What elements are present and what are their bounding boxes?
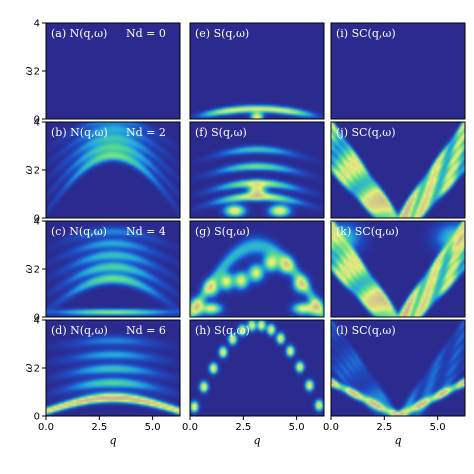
heatmap-panel xyxy=(46,122,180,218)
heatmap-panel xyxy=(46,221,180,317)
x-tick-label: 2.5 xyxy=(235,422,251,433)
heatmap-panel xyxy=(331,221,465,317)
x-tick-label: 5.0 xyxy=(145,422,161,433)
x-axis-label: q xyxy=(109,434,116,447)
panel-frame xyxy=(189,319,325,417)
heatmap-panel xyxy=(190,320,324,416)
y-axis-label: ω xyxy=(22,363,35,372)
panel-label: (d) N(q,ω) xyxy=(51,324,108,337)
y-tick-label: 4 xyxy=(34,19,40,30)
x-tick-label: 0.0 xyxy=(182,422,198,433)
x-tick-label: 0.0 xyxy=(323,422,339,433)
panel-note: Nd = 2 xyxy=(126,126,166,139)
heatmap-panel xyxy=(190,122,324,218)
panel-label: (g) S(q,ω) xyxy=(195,225,250,238)
y-tick-label: 4 xyxy=(34,118,40,129)
x-axis-label: q xyxy=(394,434,401,447)
y-tick-label: 2 xyxy=(34,265,40,276)
panel-label: (j) SC(q,ω) xyxy=(336,126,396,139)
panel-label: (f) S(q,ω) xyxy=(195,126,247,139)
panel-frame xyxy=(330,22,466,120)
y-tick-label: 2 xyxy=(34,166,40,177)
panel-label: (c) N(q,ω) xyxy=(51,225,107,238)
y-axis-label: ω xyxy=(22,165,35,174)
panel-note: Nd = 0 xyxy=(126,27,166,40)
heatmap-panel xyxy=(331,23,465,119)
y-tick-label: 0 xyxy=(34,214,40,225)
panel-label: (e) S(q,ω) xyxy=(195,27,249,40)
heatmap-panel xyxy=(190,23,324,119)
panel-label: (k) SC(q,ω) xyxy=(336,225,399,238)
y-tick-label: 2 xyxy=(34,364,40,375)
heatmap-panel xyxy=(46,320,180,416)
panel-note: Nd = 6 xyxy=(126,324,166,337)
axes-layer: 0 2 4 ω 0 2 4 ω 0 2 4 ω 0 2 4 ω 0.0 2.5 5.0 q 0.0 2.5 5.0 q 0.0 2… xyxy=(22,19,446,448)
y-tick-label: 0 xyxy=(34,115,40,126)
panel-note: Nd = 4 xyxy=(126,225,166,238)
x-tick-label: 2.5 xyxy=(91,422,107,433)
panel-frame xyxy=(189,220,325,318)
x-tick-label: 5.0 xyxy=(289,422,305,433)
x-axis-label: q xyxy=(253,434,260,447)
panel-label: (i) SC(q,ω) xyxy=(336,27,396,40)
panel-grid: (a) N(q,ω) Nd = 0 (e) S(q,ω) (i) SC(q,ω) (b)… xyxy=(45,22,466,417)
panel-frame xyxy=(330,220,466,318)
panel-label: (l) SC(q,ω) xyxy=(336,324,396,337)
y-tick-label: 2 xyxy=(34,67,40,78)
heatmap-panel xyxy=(331,320,465,416)
y-tick-label: 0 xyxy=(34,313,40,324)
panel-label: (b) N(q,ω) xyxy=(51,126,108,139)
x-tick-label: 2.5 xyxy=(376,422,392,433)
panel-frame xyxy=(189,22,325,120)
x-tick-label: 5.0 xyxy=(430,422,446,433)
y-axis-label: ω xyxy=(22,264,35,273)
x-tick-label: 0.0 xyxy=(38,422,54,433)
panel-frame xyxy=(330,121,466,219)
y-tick-label: 4 xyxy=(34,217,40,228)
panel-label: (h) S(q,ω) xyxy=(195,324,250,337)
heatmap-panel xyxy=(190,221,324,317)
panel-frame xyxy=(189,121,325,219)
heatmap-panel xyxy=(331,122,465,218)
y-axis-label: ω xyxy=(22,66,35,75)
y-tick-label: 0 xyxy=(34,412,40,423)
heatmap-panel xyxy=(46,23,180,119)
panel-frame xyxy=(330,319,466,417)
y-tick-label: 4 xyxy=(34,316,40,327)
panel-label: (a) N(q,ω) xyxy=(51,27,107,40)
